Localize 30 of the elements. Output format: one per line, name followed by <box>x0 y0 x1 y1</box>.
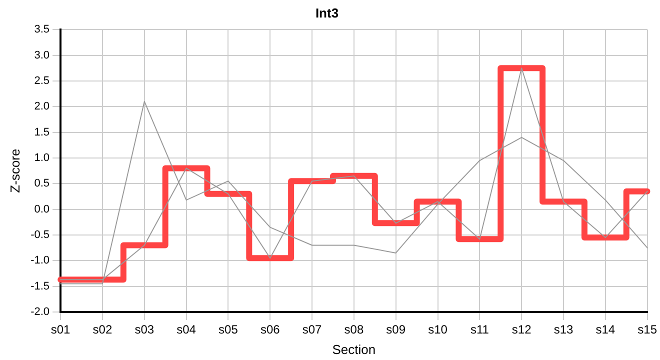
y-tick-label: 3.0 <box>34 49 50 62</box>
y-tick-label: -2.0 <box>30 306 50 318</box>
y-tick-label: 2.5 <box>34 74 50 87</box>
x-tick-label: s13 <box>554 322 574 337</box>
x-tick-label: s06 <box>260 322 280 337</box>
x-tick-label: s04 <box>176 322 196 337</box>
x-tick-label: s09 <box>386 322 406 337</box>
x-tick-label: s12 <box>512 322 532 337</box>
x-tick-label: s03 <box>134 322 154 337</box>
x-tick-label: s01 <box>50 322 71 337</box>
chart-title: Int3 <box>315 5 339 20</box>
x-tick-label: s07 <box>302 322 322 337</box>
x-tick-label: s11 <box>470 322 490 337</box>
x-tick-label: s08 <box>344 322 364 337</box>
y-tick-label: 2.0 <box>34 100 50 113</box>
y-tick-label: 1.5 <box>34 126 50 138</box>
x-tick-label: s05 <box>218 322 238 337</box>
y-tick-label: -1.0 <box>30 254 50 267</box>
x-tick-label: s14 <box>596 322 616 337</box>
y-tick-label: -0.5 <box>30 229 50 242</box>
x-axis-title: Section <box>332 342 376 357</box>
y-tick-label: 0.5 <box>34 178 50 190</box>
y-tick-label: 3.5 <box>34 24 50 36</box>
x-tick-label: s02 <box>92 322 112 337</box>
x-tick-label: s15 <box>638 322 658 337</box>
y-axis-title: Z-score <box>7 148 22 193</box>
y-tick-label: -1.5 <box>30 280 50 292</box>
y-tick-label: 1.0 <box>34 152 50 164</box>
x-tick-label: s10 <box>428 322 448 337</box>
y-tick-label: 0.0 <box>34 203 50 216</box>
